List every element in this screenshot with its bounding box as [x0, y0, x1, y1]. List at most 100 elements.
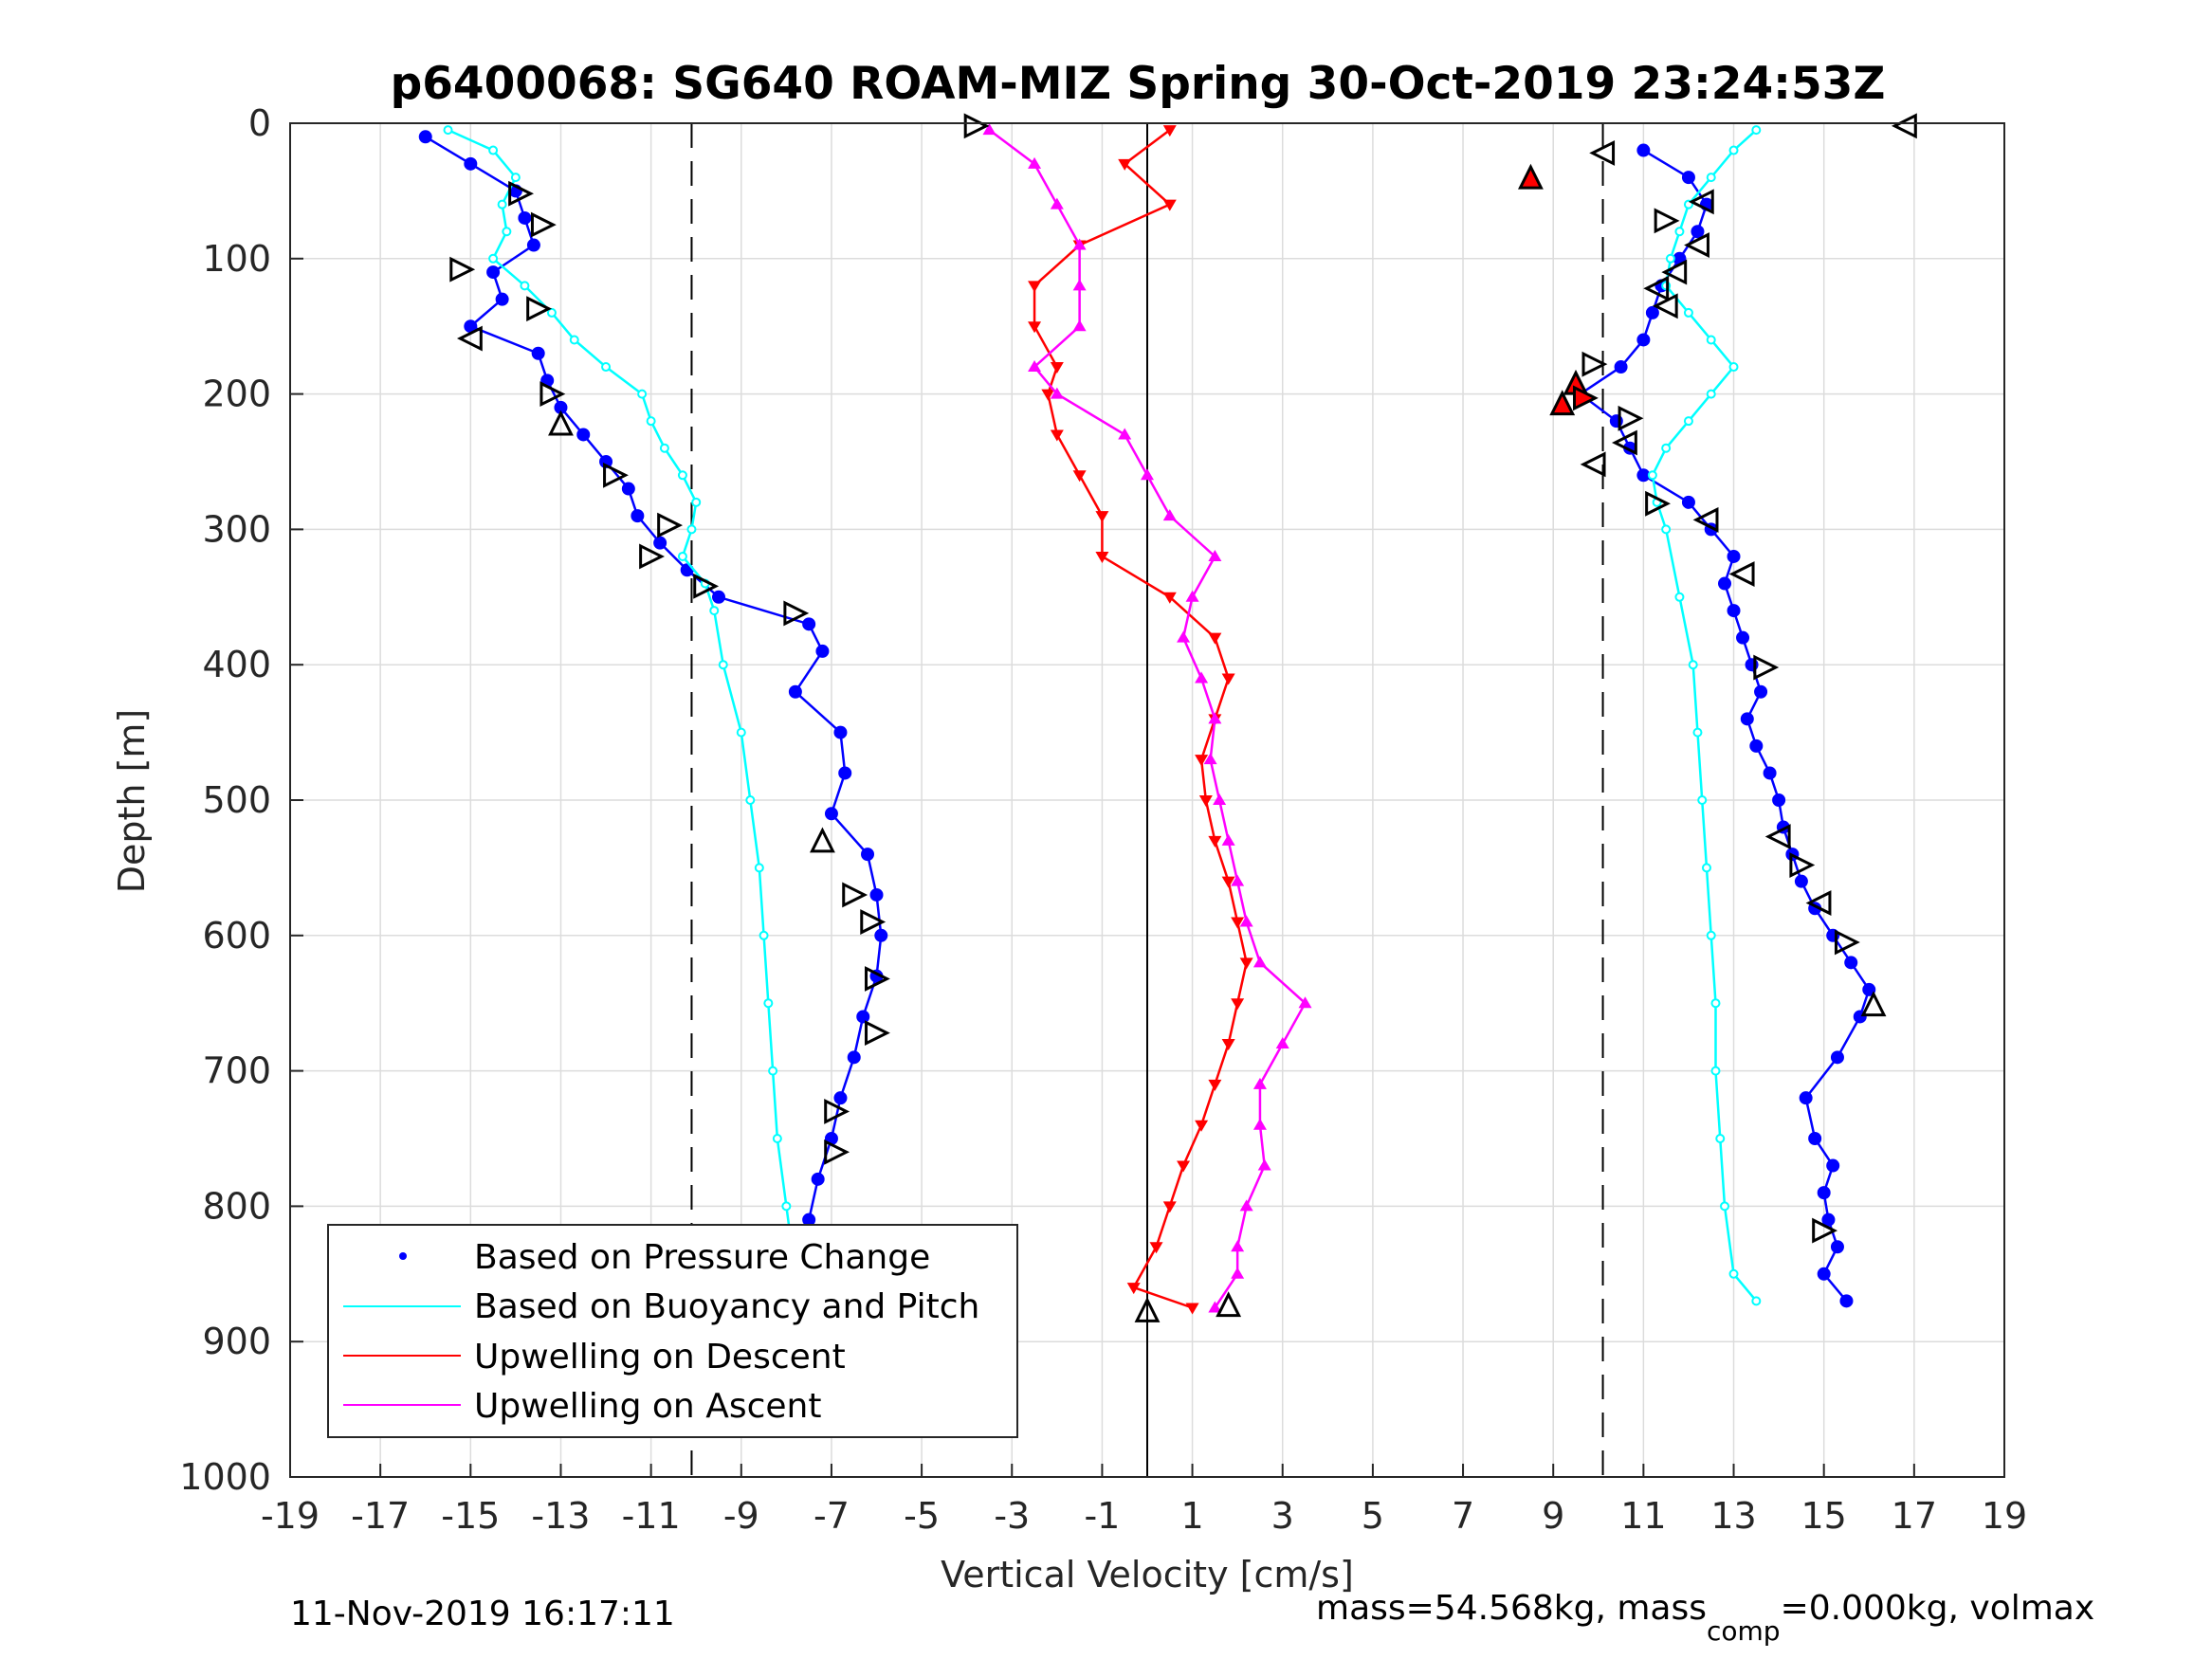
data-point — [1195, 755, 1209, 767]
data-point — [1095, 551, 1109, 563]
footer-mass-sub: comp — [1707, 1615, 1781, 1647]
triangle-marker — [1692, 506, 1719, 533]
data-point — [712, 590, 725, 604]
reference-lines — [690, 123, 1604, 1477]
triangle-marker — [1618, 405, 1644, 431]
data-point — [1195, 1120, 1209, 1132]
legend-label-upwelling-descent: Upwelling on Descent — [474, 1338, 846, 1376]
data-point — [1706, 335, 1716, 345]
triangle-marker — [1753, 654, 1780, 681]
data-point — [1072, 238, 1087, 250]
data-point — [754, 863, 764, 873]
triangle-marker — [1581, 351, 1608, 377]
data-point — [1072, 319, 1087, 332]
triangle-marker — [539, 381, 566, 408]
triangle-marker — [1688, 189, 1714, 215]
data-point — [1177, 630, 1191, 643]
triangle-marker — [526, 296, 553, 322]
data-point — [497, 199, 507, 210]
triangle-marker — [824, 1099, 850, 1124]
data-point — [1830, 1240, 1844, 1254]
data-point — [637, 389, 648, 399]
data-point — [1162, 1201, 1177, 1213]
data-point — [1661, 443, 1672, 453]
data-point — [1198, 795, 1213, 807]
data-point — [1221, 833, 1235, 846]
triangle-marker — [1611, 429, 1637, 456]
data-point — [781, 1201, 792, 1212]
data-point — [1162, 592, 1177, 604]
data-point — [1736, 630, 1750, 645]
x-axis-label: Vertical Velocity [cm/s] — [941, 1554, 1354, 1595]
data-point — [1636, 468, 1651, 483]
x-tick-label: -11 — [622, 1495, 681, 1537]
footer-mass-suffix: =0.000kg, volmax — [1781, 1589, 2095, 1628]
triangle-marker — [603, 462, 629, 488]
triangle-marker — [842, 882, 868, 908]
data-point — [1808, 1132, 1822, 1145]
triangle-marker — [693, 573, 720, 599]
data-point — [1692, 727, 1703, 738]
x-tick-label: 13 — [1710, 1495, 1756, 1537]
triangle-marker — [657, 512, 684, 538]
triangle-marker — [456, 325, 483, 352]
x-tick-label: -1 — [1084, 1495, 1120, 1537]
data-point — [1041, 389, 1055, 401]
triangle-marker — [548, 410, 574, 436]
series-based-on-buoyancy-and-pitch-descent — [443, 125, 800, 1306]
data-point — [1706, 389, 1716, 399]
data-point — [1749, 738, 1764, 753]
data-point — [1718, 576, 1732, 591]
triangle-marker — [963, 113, 990, 139]
data-point — [802, 617, 816, 631]
data-point — [1763, 766, 1777, 780]
data-point — [1162, 199, 1177, 211]
data-point — [1141, 468, 1154, 481]
data-point — [1118, 158, 1132, 171]
data-point — [1740, 712, 1754, 726]
data-point — [745, 795, 756, 805]
data-point — [520, 281, 530, 291]
data-point — [1728, 145, 1739, 155]
x-tick-label: 7 — [1452, 1495, 1474, 1537]
data-point — [1614, 360, 1628, 374]
data-point — [488, 253, 499, 264]
data-point — [677, 470, 687, 481]
data-point — [1830, 1050, 1844, 1065]
data-point — [1072, 279, 1087, 291]
legend-box — [327, 1224, 1018, 1438]
data-point — [1688, 660, 1698, 670]
y-tick-label: 100 — [202, 238, 271, 280]
data-point — [531, 346, 545, 360]
data-point — [1826, 1158, 1840, 1173]
data-point — [526, 238, 540, 252]
y-tick-label: 600 — [202, 915, 271, 957]
x-tick-label: -3 — [994, 1495, 1030, 1537]
data-point — [1751, 125, 1762, 136]
triangle-marker — [783, 600, 810, 627]
data-point — [510, 173, 521, 183]
data-point — [1727, 604, 1741, 618]
data-point — [1162, 509, 1177, 521]
triangle-marker — [1684, 232, 1709, 258]
data-point — [1239, 1199, 1253, 1212]
data-point — [1208, 712, 1222, 724]
data-point — [1208, 632, 1222, 645]
data-point — [1645, 305, 1659, 319]
data-point — [1231, 998, 1245, 1011]
triangle-marker — [1860, 991, 1887, 1017]
data-point — [1661, 524, 1672, 535]
triangle-marker — [1645, 490, 1671, 517]
data-point — [686, 524, 697, 535]
data-point — [677, 551, 687, 561]
data-point — [1072, 470, 1087, 483]
data-point — [653, 536, 667, 550]
data-point — [1728, 1268, 1739, 1279]
triangle-marker — [1789, 852, 1816, 878]
triangle-marker — [1573, 385, 1599, 411]
y-tick-label: 1000 — [179, 1456, 271, 1498]
data-point — [1221, 673, 1235, 685]
series-based-on-buoyancy-and-pitch-ascent — [1647, 125, 1762, 1306]
data-point — [569, 335, 579, 345]
data-point — [1754, 684, 1768, 699]
